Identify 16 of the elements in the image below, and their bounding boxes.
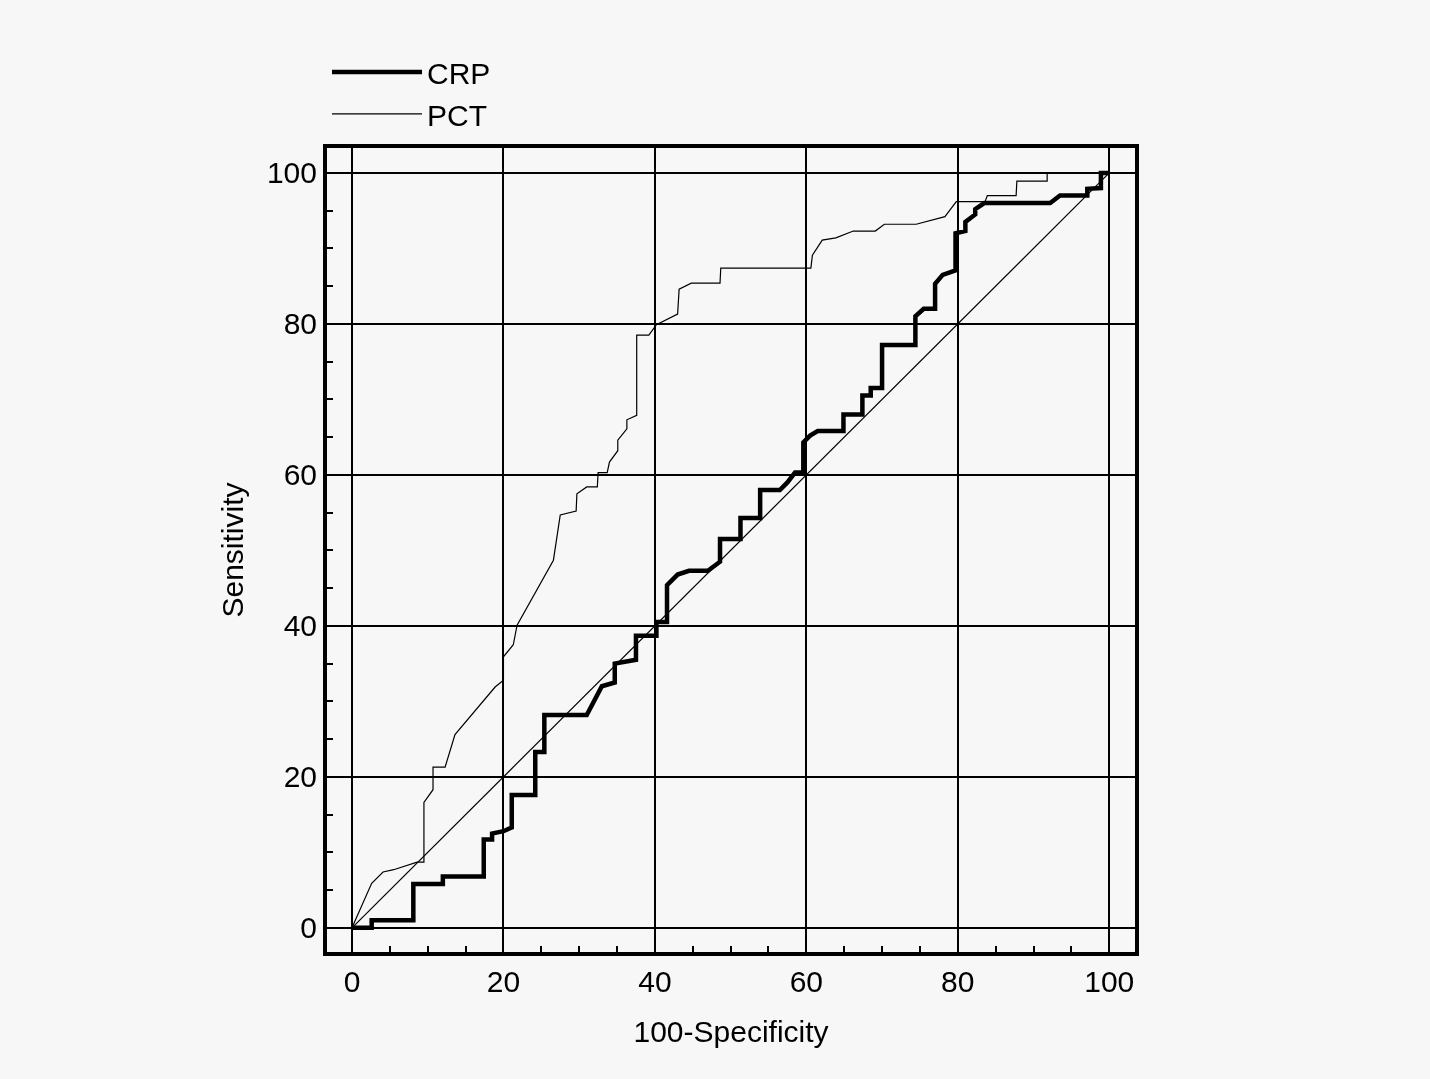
x-tick-label: 20: [486, 965, 521, 998]
x-tick-label: 100: [1084, 965, 1135, 998]
y-tick-label: 20: [283, 760, 317, 794]
x-tick-label: 60: [789, 965, 824, 998]
x-tick-label: 40: [638, 965, 672, 998]
legend-label: PCT: [427, 98, 487, 132]
y-tick-label: 80: [283, 307, 317, 341]
legend-label: CRP: [427, 56, 491, 90]
y-tick-label: 40: [283, 609, 317, 643]
x-tick-label: 0: [343, 965, 361, 998]
x-axis-title: 100-Specificity: [633, 1015, 829, 1048]
y-tick-label: 60: [283, 458, 317, 492]
y-tick-label: 0: [300, 911, 317, 945]
x-tick-label: 80: [941, 965, 975, 998]
y-tick-label: 100: [266, 156, 317, 190]
y-axis-title: Sensitivity: [216, 482, 250, 618]
